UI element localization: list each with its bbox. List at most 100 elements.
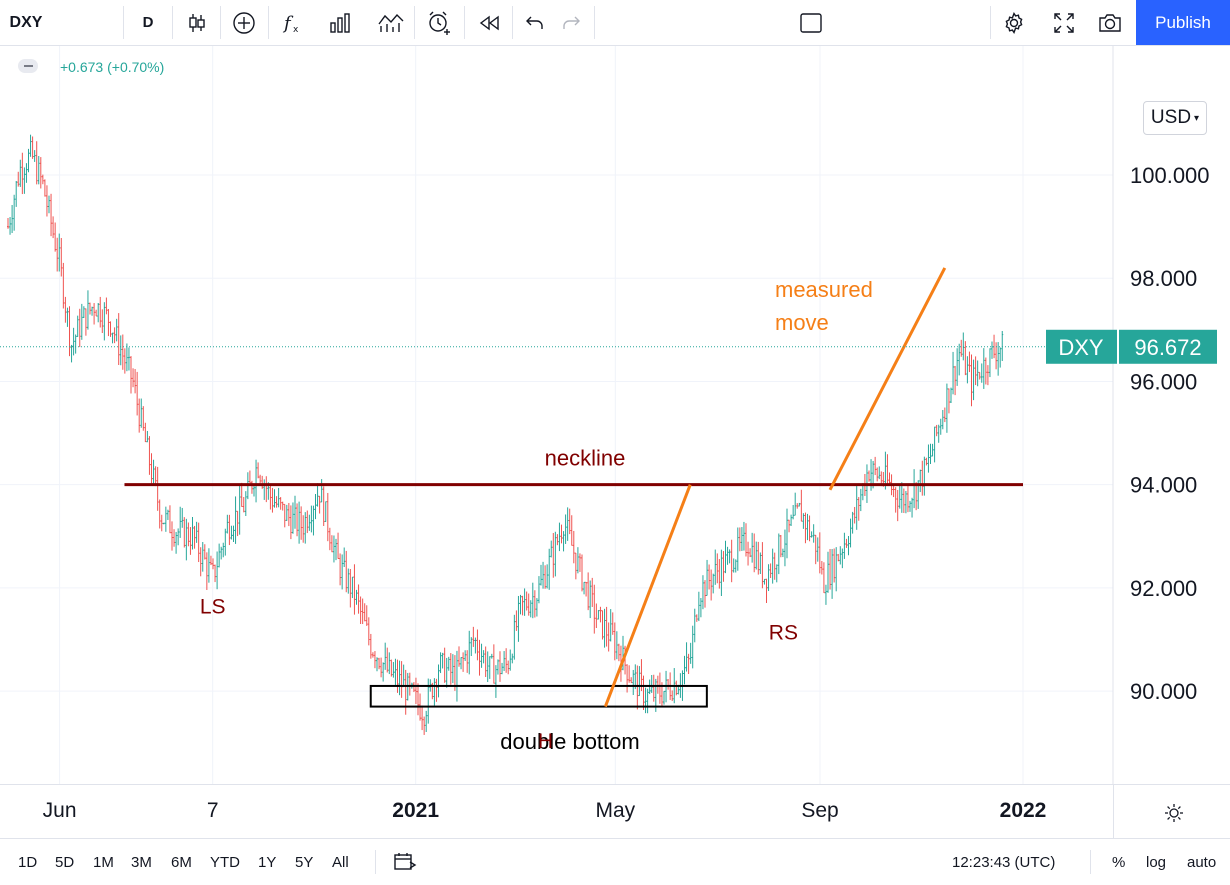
ohlc-bar (798, 502, 801, 507)
time-axis[interactable]: Jun 7 2021 May Sep 2022 (0, 784, 1230, 839)
ohlc-bar (494, 665, 497, 698)
ohlc-bar (212, 558, 214, 570)
range-1d[interactable]: 1D (18, 853, 38, 871)
last-price-tag (1119, 329, 1217, 364)
range-6m[interactable]: 6M (171, 853, 192, 871)
calendar-arrow-icon (394, 853, 417, 870)
symbol-search[interactable]: DXY (9, 13, 43, 31)
price-chart[interactable]: neckline double bottom measured move LS H RS 1… (0, 46, 1230, 784)
log-toggle[interactable]: log (1146, 853, 1167, 871)
ohlc-bar (103, 302, 106, 341)
ohlc-bar (642, 675, 645, 711)
ohlc-bar (337, 532, 340, 559)
redo-icon (563, 16, 580, 29)
ohlc-bar (388, 652, 391, 675)
ohlc-bar (455, 650, 458, 702)
ohlc-bar (939, 418, 942, 435)
ohlc-bar (923, 456, 926, 496)
range-ytd[interactable]: YTD (210, 853, 240, 871)
ohlc-bar (394, 658, 397, 686)
templates-button[interactable] (370, 0, 412, 45)
ohlc-bar (154, 466, 157, 487)
ohlc-bar (710, 569, 713, 601)
ohlc-bar (548, 548, 551, 590)
ohlc-bar (445, 657, 448, 688)
replay-button[interactable] (470, 0, 508, 45)
ohlc-bar (458, 646, 460, 667)
ohlc-bar (693, 608, 696, 643)
ohlc-bar (683, 655, 686, 685)
axis-settings-button[interactable] (1160, 799, 1188, 827)
ohlc-bar (365, 605, 368, 626)
toolbar-divider (414, 6, 415, 39)
ohlc-bar (841, 548, 844, 569)
ohlc-bar (570, 515, 573, 546)
ohlc-bar (943, 407, 946, 423)
ohlc-bar (607, 622, 610, 652)
bar-style-button[interactable] (180, 0, 214, 45)
range-1m[interactable]: 1M (93, 853, 114, 871)
ohlc-bar (121, 334, 124, 370)
ohlc-bar (745, 523, 747, 557)
publish-button[interactable]: Publish (1136, 0, 1230, 45)
ohlc-bar (396, 659, 399, 693)
range-5y[interactable]: 5Y (295, 853, 314, 871)
range-3m[interactable]: 3M (131, 853, 152, 871)
ohlc-bar (919, 469, 922, 493)
ohlc-bar (37, 156, 40, 185)
compare-button[interactable] (226, 0, 262, 45)
chart-area[interactable]: neckline double bottom measured move LS H RS 1… (0, 46, 1230, 784)
ohlc-bar (291, 502, 294, 534)
auto-toggle[interactable]: auto (1187, 853, 1217, 871)
ohlc-bar (724, 540, 727, 574)
ohlc-bar (109, 321, 112, 337)
ohlc-bar (314, 493, 317, 520)
ohlc-bar (718, 559, 721, 589)
ohlc-bar (675, 680, 678, 696)
ohlc-bar (950, 387, 952, 403)
ohlc-bar (835, 547, 838, 592)
range-all[interactable]: All (332, 853, 349, 871)
range-1y[interactable]: 1Y (258, 853, 277, 871)
alert-button[interactable] (420, 0, 458, 45)
ohlc-bar (921, 460, 924, 496)
currency-select[interactable]: USD ▾ (1143, 101, 1207, 135)
ohlc-bar (443, 647, 446, 683)
ohlc-bar (484, 646, 487, 678)
goto-date-button[interactable] (393, 839, 417, 885)
ohlc-bar (968, 351, 971, 373)
price-axis[interactable]: 100.000 98.000 96.000 94.000 92.000 90.000 (1130, 163, 1210, 704)
ohlc-bar (960, 339, 963, 357)
ohlc-bar (716, 553, 719, 584)
ohlc-bar (48, 195, 50, 214)
time-tick-label: May (595, 799, 635, 822)
ohlc-bar (868, 470, 870, 482)
toolbar-divider (123, 6, 124, 39)
fullscreen-button[interactable] (1046, 0, 1082, 45)
ohlc-bar (384, 642, 387, 670)
ohlc-bar (353, 564, 356, 615)
ohlc-bar (695, 614, 698, 622)
ohlc-bar (216, 551, 219, 590)
ohlc-bar (236, 510, 239, 537)
ohlc-bar (146, 430, 149, 443)
percent-toggle[interactable]: % (1112, 853, 1126, 871)
clock-time[interactable]: 12:23:43 (UTC) (952, 853, 1056, 871)
fullscreen-layout-button[interactable] (793, 0, 829, 45)
ohlc-bar (228, 514, 231, 546)
snapshot-button[interactable] (1092, 0, 1128, 45)
financials-button[interactable] (322, 0, 358, 45)
legend-collapse[interactable] (18, 59, 38, 73)
range-5d[interactable]: 5D (55, 853, 75, 871)
interval-button[interactable]: D (142, 14, 154, 31)
redo-button[interactable] (554, 0, 588, 45)
ohlc-bar (540, 564, 542, 586)
pattern-label-h: H (538, 730, 553, 753)
undo-button[interactable] (518, 0, 552, 45)
toolbar-divider (220, 6, 221, 39)
ohlc-bar (999, 347, 1002, 368)
ohlc-bar (107, 308, 110, 337)
ohlc-bar (257, 462, 260, 479)
settings-button[interactable] (996, 0, 1032, 45)
